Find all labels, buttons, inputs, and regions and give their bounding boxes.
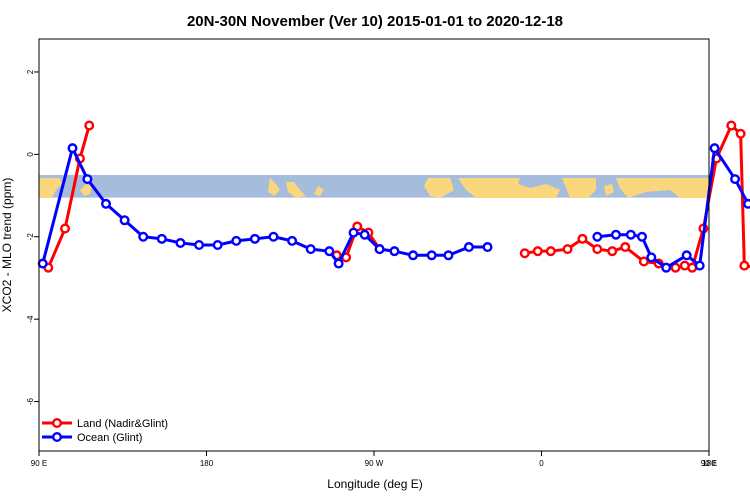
data-point (67, 143, 78, 154)
data-point (443, 250, 454, 261)
data-point (463, 242, 474, 253)
data-point (348, 227, 359, 238)
map-land-patch (286, 182, 306, 198)
data-point (607, 246, 618, 257)
x-tick-label: 0 (539, 459, 544, 468)
x-tick-label: 180 (200, 459, 214, 468)
series-land (43, 120, 750, 273)
data-point (694, 260, 705, 271)
y-tick-label: -4 (26, 315, 35, 323)
data-point (592, 231, 603, 242)
y-tick-label: 2 (26, 69, 35, 74)
map-land-patch (616, 178, 709, 198)
data-point (709, 143, 720, 154)
data-point (305, 244, 316, 255)
world-map-band (39, 174, 709, 198)
data-point (661, 262, 672, 273)
x-tick-label: 90 E (701, 459, 717, 468)
legend-entry: Ocean (Glint) (77, 432, 142, 444)
y-tick-label: -6 (26, 397, 35, 405)
series-line (46, 125, 91, 269)
data-point (730, 174, 741, 185)
data-point (646, 252, 657, 263)
data-point (743, 198, 750, 209)
data-point (194, 239, 205, 250)
data-point (324, 246, 335, 257)
data-point (156, 233, 167, 244)
y-tick-label: 0 (26, 152, 35, 157)
data-point (37, 258, 48, 269)
data-point (577, 233, 588, 244)
data-point (82, 174, 93, 185)
x-tick-label: 180 (702, 459, 716, 468)
map-land-patch (424, 178, 454, 198)
data-point (739, 260, 750, 271)
map-land-patch (458, 178, 560, 198)
data-point (532, 246, 543, 257)
x-tick-label: 90 W (365, 459, 384, 468)
data-point (287, 235, 298, 246)
map-land-patch (562, 178, 596, 198)
map-land-patch (604, 184, 614, 196)
data-point (84, 120, 95, 131)
data-point (610, 229, 621, 240)
data-point (735, 128, 746, 139)
data-point (637, 231, 648, 242)
data-point (670, 262, 681, 273)
legend-marker (52, 432, 63, 443)
data-point (592, 244, 603, 255)
data-point (519, 248, 530, 259)
x-axis-label: Longitude (deg E) (327, 477, 422, 491)
legend-entry: Land (Nadir&Glint) (77, 418, 168, 430)
data-point (562, 244, 573, 255)
data-point (638, 256, 649, 267)
map-land-patch (314, 186, 324, 196)
data-point (249, 233, 260, 244)
data-point (333, 258, 344, 269)
legend: Land (Nadir&Glint) Ocean (Glint) (42, 418, 168, 444)
map-land-patch (80, 184, 92, 196)
data-point (100, 198, 111, 209)
x-tick-label: 90 E (31, 459, 47, 468)
data-point (119, 215, 130, 226)
data-point (231, 235, 242, 246)
legend-marker (52, 418, 63, 429)
y-axis-label: XCO2 - MLO trend (ppm) (0, 178, 14, 313)
map-land-patch (268, 178, 280, 196)
data-point (359, 229, 370, 240)
series-layer (37, 120, 750, 273)
data-point (625, 229, 636, 240)
data-point (138, 231, 149, 242)
data-point (726, 120, 737, 131)
data-point (212, 239, 223, 250)
map-land-patch (39, 178, 62, 198)
data-point (60, 223, 71, 234)
data-point (389, 246, 400, 257)
data-point (408, 250, 419, 261)
chart-title: 20N-30N November (Ver 10) 2015-01-01 to … (187, 13, 563, 30)
series-ocean (37, 143, 750, 273)
y-tick-label: -2 (26, 233, 35, 241)
data-point (374, 244, 385, 255)
data-point (681, 250, 692, 261)
data-point (545, 246, 556, 257)
data-point (268, 231, 279, 242)
y-axis: 2 0 -2 -4 -6 (26, 69, 39, 405)
data-point (620, 242, 631, 253)
data-point (482, 242, 493, 253)
data-point (426, 250, 437, 261)
data-point (175, 237, 186, 248)
